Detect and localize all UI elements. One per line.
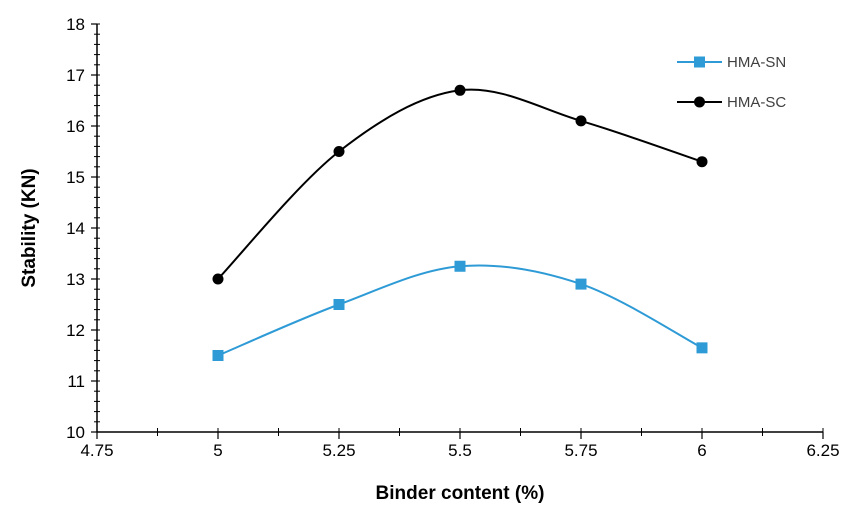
x-tick-label: 6.25 bbox=[806, 441, 839, 460]
x-axis-tick-labels: 4.75 5 5.25 5.5 5.75 6 6.25 bbox=[80, 441, 839, 460]
x-axis-ticks bbox=[96, 428, 824, 439]
series-line-hma-sc bbox=[217, 88, 703, 280]
series-hma-sc bbox=[212, 84, 708, 285]
data-point-hma-sn bbox=[575, 278, 587, 290]
series-hma-sn bbox=[212, 260, 708, 361]
series-line-hma-sn bbox=[217, 264, 703, 357]
data-point-hma-sn bbox=[454, 260, 466, 272]
legend-item-hma-sn: HMA-SN bbox=[677, 54, 786, 71]
data-point-hma-sc bbox=[696, 156, 708, 168]
y-tick-label: 14 bbox=[66, 219, 85, 238]
y-tick-label: 18 bbox=[66, 15, 85, 34]
x-tick-label: 5.75 bbox=[564, 441, 597, 460]
x-tick-label: 6 bbox=[697, 441, 706, 460]
x-tick-label: 5 bbox=[213, 441, 222, 460]
x-tick-label: 5.5 bbox=[448, 441, 472, 460]
data-point-hma-sn bbox=[696, 342, 708, 354]
legend-marker-hma-sn bbox=[694, 56, 705, 68]
y-axis-title: Stability (KN) bbox=[19, 168, 40, 287]
x-tick-label: 5.25 bbox=[322, 441, 355, 460]
data-point-hma-sn bbox=[333, 299, 345, 310]
series-layer bbox=[212, 84, 708, 361]
y-tick-label: 10 bbox=[66, 423, 85, 442]
y-tick-label: 16 bbox=[66, 117, 85, 136]
data-point-hma-sc bbox=[212, 273, 224, 285]
legend-label-hma-sn: HMA-SN bbox=[727, 54, 786, 71]
x-tick-label: 4.75 bbox=[80, 441, 113, 460]
y-tick-label: 15 bbox=[66, 168, 85, 187]
x-axis-title: Binder content (%) bbox=[376, 483, 545, 504]
y-axis-tick-labels: 10 11 12 13 14 15 16 17 18 bbox=[66, 15, 85, 442]
y-tick-label: 11 bbox=[67, 372, 85, 391]
data-point-hma-sc bbox=[454, 84, 466, 96]
legend-label-hma-sc: HMA-SC bbox=[727, 94, 786, 111]
data-point-hma-sc bbox=[333, 146, 345, 157]
y-axis-minor-ticks bbox=[91, 23, 100, 433]
y-tick-label: 13 bbox=[66, 270, 85, 289]
data-point-hma-sn bbox=[212, 350, 224, 361]
y-tick-label: 12 bbox=[66, 321, 85, 340]
legend-marker-hma-sc bbox=[694, 96, 705, 108]
legend-item-hma-sc: HMA-SC bbox=[677, 94, 786, 111]
y-tick-label: 17 bbox=[66, 66, 85, 85]
data-point-hma-sc bbox=[575, 115, 587, 127]
legend: HMA-SN HMA-SC bbox=[677, 54, 786, 111]
